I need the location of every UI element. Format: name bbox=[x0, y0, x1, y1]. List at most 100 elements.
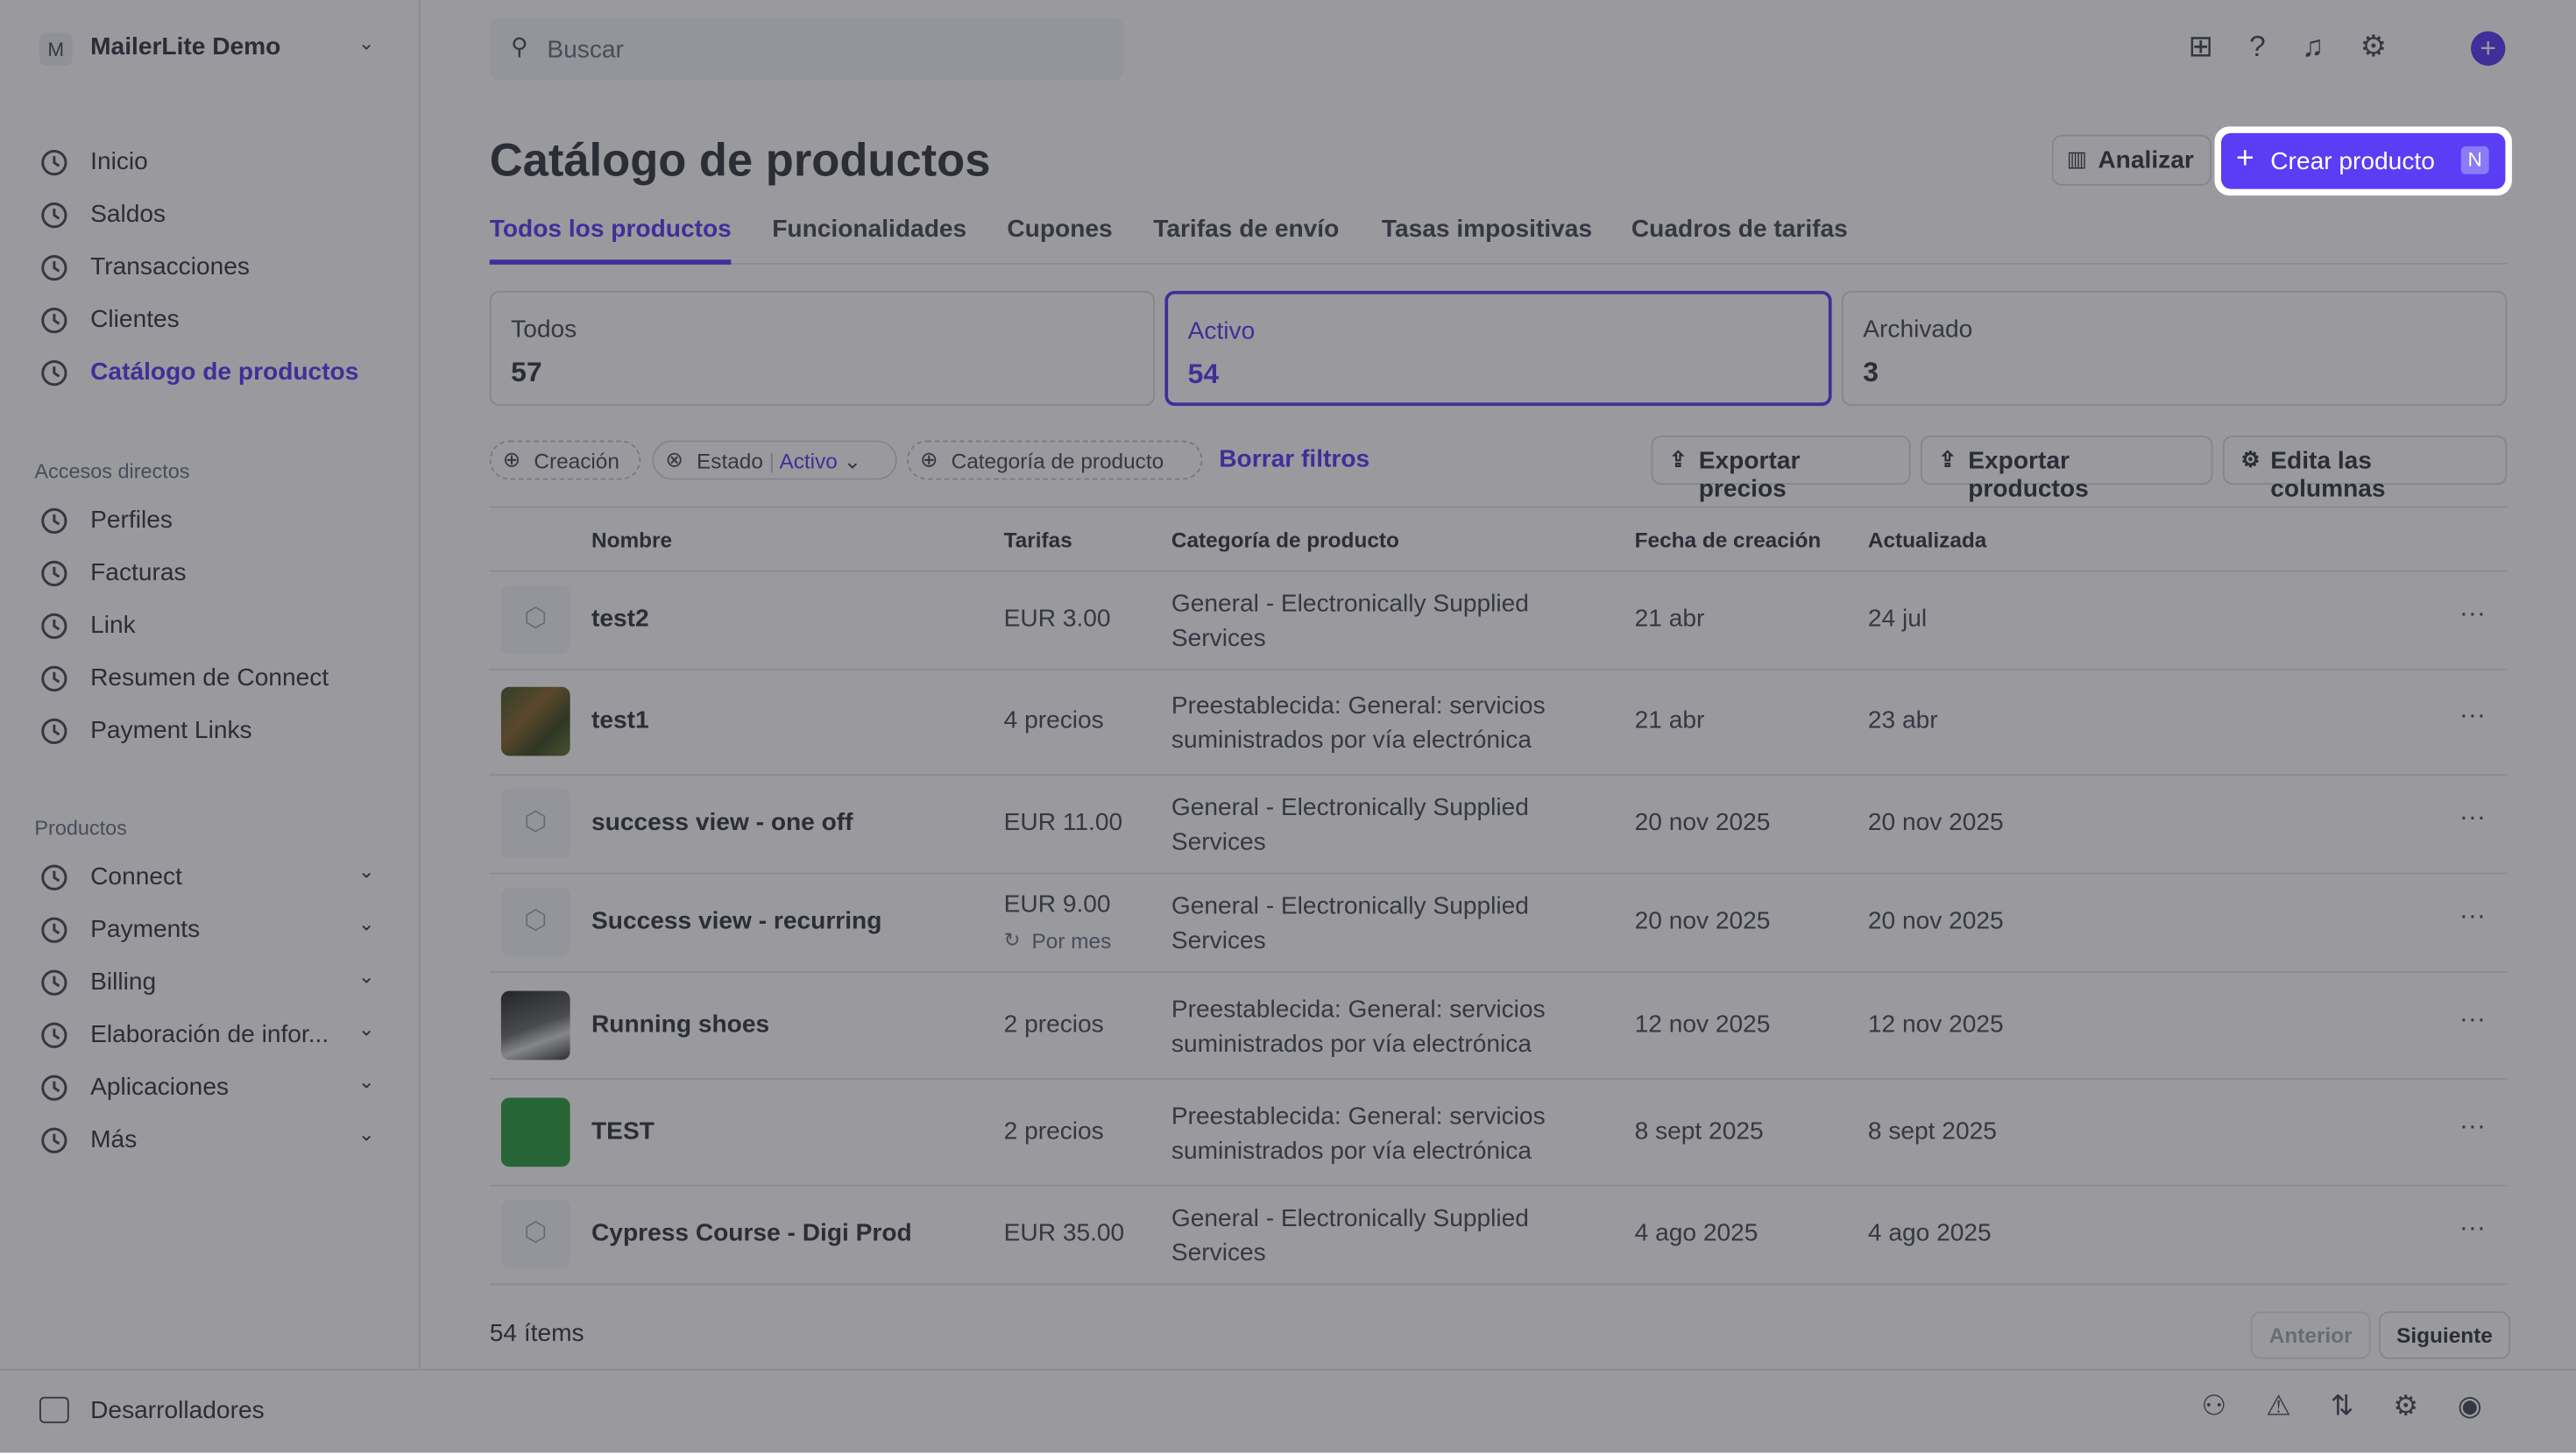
account-chevron[interactable]: ⌄ bbox=[357, 31, 375, 54]
analyze-button[interactable] bbox=[2051, 134, 2212, 186]
stat-card[interactable]: Archivado 3 bbox=[1841, 290, 2508, 407]
stat-card[interactable]: Todos 57 bbox=[489, 290, 1156, 407]
export-prices[interactable]: ⇪ Exportar precios bbox=[1651, 435, 1911, 503]
product-nav-item[interactable]: Payments bbox=[90, 915, 201, 944]
category: General - Electronically Supplied Servic… bbox=[1171, 793, 1529, 856]
item-count: 54 ítems bbox=[489, 1319, 584, 1348]
table-row[interactable] bbox=[489, 971, 2508, 1080]
updated-date: 20 nov 2025 bbox=[1867, 808, 2004, 837]
row-menu[interactable]: ··· bbox=[2459, 902, 2486, 931]
account-name[interactable]: MailerLite Demo bbox=[90, 32, 281, 61]
table-row[interactable] bbox=[489, 1078, 2508, 1187]
tab[interactable]: Tasas impositivas bbox=[1381, 215, 1593, 244]
created-date: 21 abr bbox=[1634, 706, 1705, 735]
search-box[interactable] bbox=[489, 18, 1124, 81]
shortcut-item[interactable]: Resumen de Connect bbox=[90, 663, 329, 692]
row-menu[interactable]: ··· bbox=[2459, 1004, 2486, 1033]
price: 2 precios bbox=[1003, 1117, 1104, 1145]
shortcut-item[interactable]: Perfiles bbox=[90, 506, 173, 535]
price: EUR 3.00 bbox=[1003, 605, 1111, 633]
next-button[interactable]: Siguiente bbox=[2379, 1311, 2510, 1359]
row-menu[interactable]: ··· bbox=[2459, 599, 2486, 628]
product-name[interactable]: test1 bbox=[591, 706, 649, 735]
shortcut-item[interactable]: Facturas bbox=[90, 558, 187, 587]
nav-icon bbox=[39, 358, 69, 388]
nav-icon bbox=[39, 862, 69, 892]
filter-creation[interactable]: ⊕ Creación bbox=[489, 440, 641, 480]
product-thumb bbox=[500, 989, 570, 1060]
filter-category[interactable]: ⊕ Categoría de producto bbox=[907, 440, 1203, 480]
product-name[interactable]: test2 bbox=[591, 605, 649, 633]
updated-date: 8 sept 2025 bbox=[1867, 1117, 1997, 1145]
tabs-border bbox=[489, 263, 2508, 265]
updated-date: 4 ago 2025 bbox=[1867, 1219, 1992, 1248]
row-menu[interactable]: ··· bbox=[2459, 701, 2486, 730]
section-title: Productos bbox=[34, 816, 127, 840]
shortcut-item[interactable]: Link bbox=[90, 611, 136, 640]
nav-item[interactable]: Inicio bbox=[90, 147, 148, 176]
updated-date: 12 nov 2025 bbox=[1867, 1010, 2004, 1039]
analyze-label[interactable]: Analizar bbox=[2098, 145, 2194, 174]
nav-item[interactable]: Saldos bbox=[90, 200, 166, 229]
column-header: Fecha de creación bbox=[1634, 527, 1822, 552]
product-nav-item[interactable]: Connect bbox=[90, 862, 182, 891]
table-row[interactable] bbox=[489, 669, 2508, 776]
price: EUR 11.00 bbox=[1003, 808, 1123, 837]
product-nav-item[interactable]: Aplicaciones bbox=[90, 1073, 230, 1102]
tab[interactable]: Cuadros de tarifas bbox=[1631, 215, 1848, 244]
export-products[interactable]: ⇪ Exportar productos bbox=[1920, 435, 2213, 503]
row-menu[interactable]: ··· bbox=[2459, 1111, 2486, 1140]
updated-date: 24 jul bbox=[1867, 605, 1928, 633]
search-placeholder[interactable]: Buscar bbox=[547, 36, 624, 65]
edit-columns[interactable]: ⚙ Edita las columnas bbox=[2222, 435, 2508, 503]
product-name[interactable]: Running shoes bbox=[591, 1010, 770, 1039]
nav-icon bbox=[39, 1125, 69, 1155]
tab[interactable]: Todos los productos bbox=[489, 215, 732, 244]
chevron: ⌄ bbox=[357, 1017, 375, 1040]
header-icons[interactable]: ⊞?♫⚙ bbox=[2188, 29, 2424, 63]
product-nav-item[interactable]: Más bbox=[90, 1125, 138, 1154]
product-name[interactable]: TEST bbox=[591, 1117, 655, 1145]
table-row[interactable] bbox=[489, 774, 2508, 875]
product-nav-item[interactable]: Elaboración de infor... bbox=[90, 1020, 329, 1049]
tab[interactable]: Cupones bbox=[1007, 215, 1113, 244]
developers-link[interactable]: Desarrolladores bbox=[90, 1396, 265, 1425]
add-button[interactable]: + bbox=[2471, 31, 2506, 66]
stat-value: 54 bbox=[1187, 358, 1220, 390]
section-title: Accesos directos bbox=[34, 460, 190, 484]
table-row[interactable] bbox=[489, 1185, 2508, 1286]
bottom-tools[interactable]: ⚇⚠⇅⚙◉ bbox=[2201, 1390, 2522, 1422]
product-name[interactable]: success view - one off bbox=[591, 808, 853, 837]
sidebar: M MailerLite Demo ⌄ Inicio Saldos Transacc… bbox=[0, 0, 421, 1369]
nav-item[interactable]: Clientes bbox=[90, 305, 180, 334]
price: 4 precios bbox=[1003, 706, 1104, 735]
created-date: 20 nov 2025 bbox=[1634, 808, 1771, 837]
tab[interactable]: Funcionalidades bbox=[772, 215, 967, 244]
chevron: ⌄ bbox=[357, 859, 375, 883]
prev-button[interactable]: Anterior bbox=[2250, 1311, 2371, 1359]
price: EUR 9.00 bbox=[1003, 890, 1111, 919]
table-row[interactable] bbox=[489, 873, 2508, 973]
filter-status[interactable]: ⊗ Estado | Activo ⌄ bbox=[652, 440, 897, 480]
clear-filters[interactable]: Borrar filtros bbox=[1219, 445, 1370, 473]
stat-card[interactable]: Activo 54 bbox=[1164, 290, 1832, 407]
tab[interactable]: Tarifas de envío bbox=[1153, 215, 1340, 244]
row-menu[interactable]: ··· bbox=[2459, 1214, 2486, 1243]
product-thumb: ⬡ bbox=[500, 887, 570, 957]
table-row[interactable] bbox=[489, 571, 2508, 670]
filter-category-label: Categoría de producto bbox=[951, 448, 1164, 473]
export-prices-label: Exportar precios bbox=[1698, 447, 1801, 503]
nav-item[interactable]: Transacciones bbox=[90, 252, 250, 281]
create-product-highlight[interactable]: + Crear producto N bbox=[2214, 126, 2512, 196]
created-date: 12 nov 2025 bbox=[1634, 1010, 1771, 1039]
create-product-button[interactable]: + Crear producto N bbox=[2221, 132, 2506, 189]
product-name[interactable]: Cypress Course - Digi Prod bbox=[591, 1219, 912, 1248]
product-nav-item[interactable]: Billing bbox=[90, 968, 157, 997]
nav-item[interactable]: Catálogo de productos bbox=[90, 358, 359, 387]
product-name[interactable]: Success view - recurring bbox=[591, 907, 882, 935]
created-date: 21 abr bbox=[1634, 605, 1705, 633]
stat-label: Activo bbox=[1187, 316, 1256, 345]
shortcut-item[interactable]: Payment Links bbox=[90, 716, 252, 745]
row-menu[interactable]: ··· bbox=[2459, 803, 2486, 832]
